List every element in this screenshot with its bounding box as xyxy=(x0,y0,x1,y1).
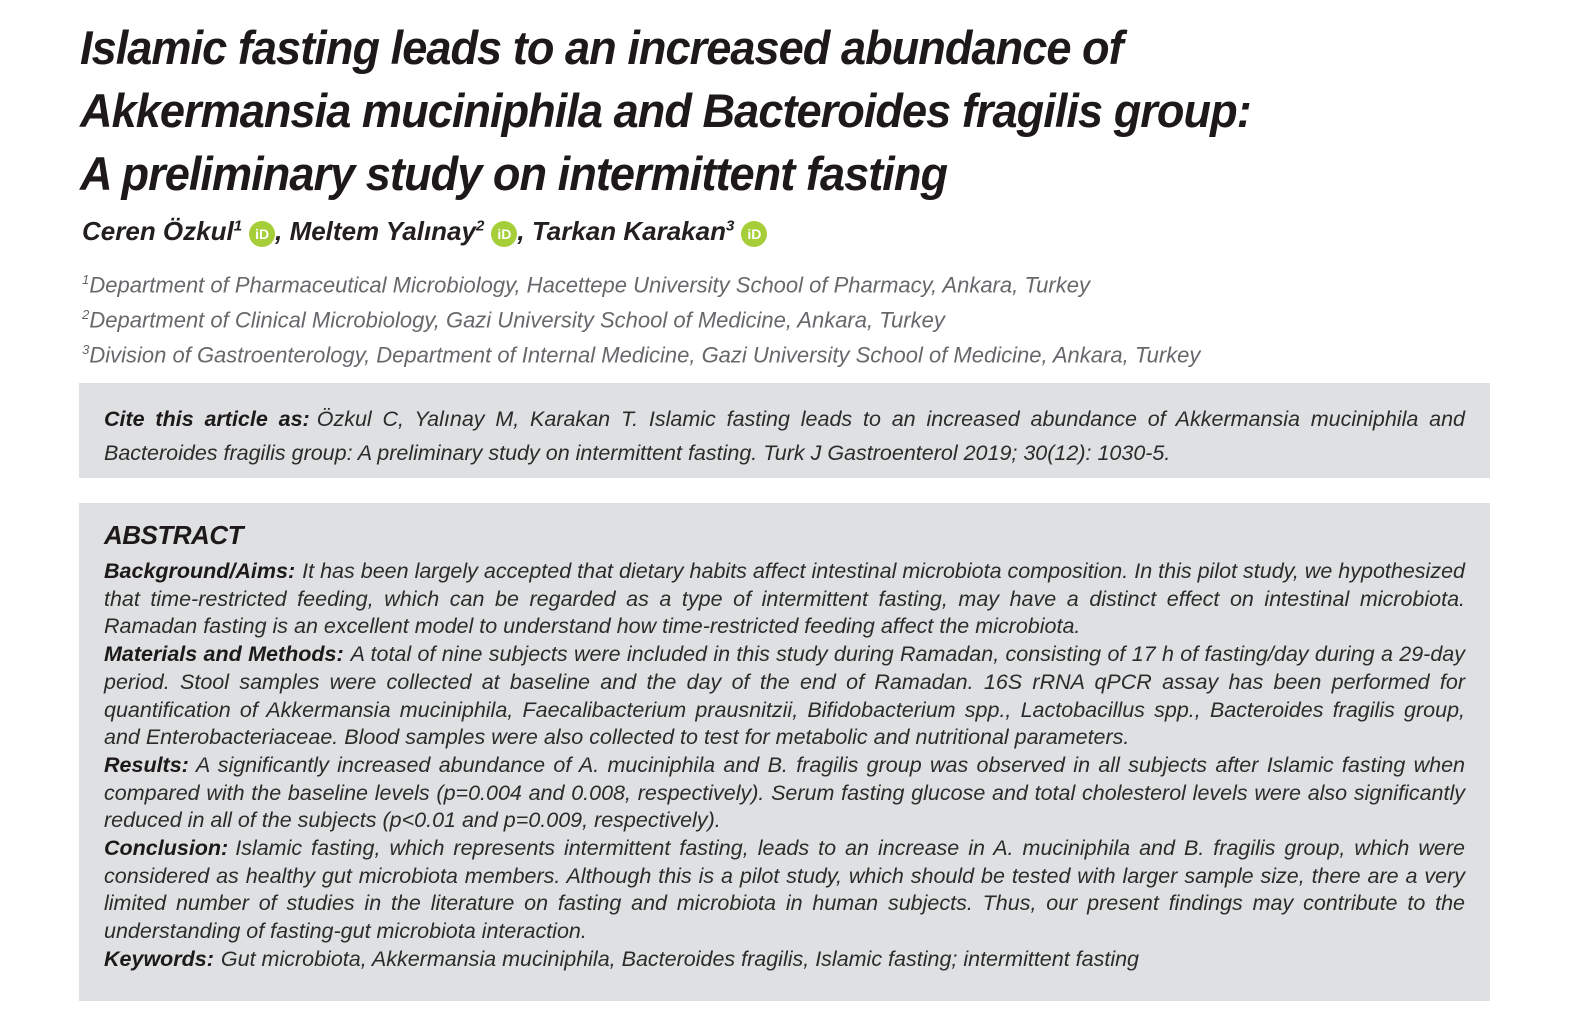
abstract-box: ABSTRACT Background/Aims: It has been lar… xyxy=(79,503,1490,1001)
authors-line: Ceren Özkul1 iD, Meltem Yalınay2 iD, Tarka… xyxy=(82,216,768,247)
section-text: It has been largely accepted that dietar… xyxy=(104,559,1465,639)
orcid-icon[interactable]: iD xyxy=(741,221,768,247)
orcid-icon[interactable]: iD xyxy=(249,221,276,247)
author-separator: , xyxy=(275,216,290,246)
title-line-1: Islamic fasting leads to an increased ab… xyxy=(80,21,1124,74)
affiliation-2: 2Department of Clinical Microbiology, Ga… xyxy=(82,306,945,333)
affiliation-3: 3Division of Gastroenterology, Departmen… xyxy=(82,341,1201,367)
title-line-3: A preliminary study on intermittent fast… xyxy=(80,147,948,200)
section-text: A total of nine subjects were included i… xyxy=(104,642,1465,750)
author-name: Tarkan Karakan3 xyxy=(531,216,735,246)
abstract-heading: ABSTRACT xyxy=(104,520,244,550)
cite-text: Cite this article as: Özkul C, Yalınay M,… xyxy=(104,402,1465,470)
section-text: A significantly increased abundance of A… xyxy=(104,752,1465,833)
affiliation-1: 1Department of Pharmaceutical Microbiolo… xyxy=(82,272,1090,298)
section-label: Materials and Methods: xyxy=(104,642,344,667)
section-text: Islamic fasting, which represents interm… xyxy=(104,836,1465,944)
cite-box: Cite this article as: Özkul C, Yalınay M,… xyxy=(79,383,1490,478)
cite-label: Cite this article as: xyxy=(104,407,310,431)
article-title: Islamic fasting leads to an increased ab… xyxy=(80,16,1482,205)
affiliations-block: 1Department of Pharmaceutical Microbiolo… xyxy=(82,265,1200,369)
section-label: Background/Aims: xyxy=(104,559,296,583)
title-line-2: Akkermansia muciniphila and Bacteroides … xyxy=(80,84,1252,137)
keywords-label: Keywords: xyxy=(104,946,214,971)
keywords-line: Keywords: Gut microbiota, Akkermansia muc… xyxy=(104,946,1465,974)
abstract-section-results: Results: A significantly increased abunda… xyxy=(104,752,1465,835)
keywords-text: Gut microbiota, Akkermansia muciniphila,… xyxy=(220,946,1140,971)
orcid-icon[interactable]: iD xyxy=(491,221,518,247)
author-name: Ceren Özkul1 xyxy=(82,216,243,246)
abstract-section-methods: Materials and Methods: A total of nine su… xyxy=(104,641,1465,752)
section-label: Conclusion: xyxy=(104,836,229,861)
author-affiliation-sup: 3 xyxy=(725,217,735,235)
abstract-section-conclusion: Conclusion: Islamic fasting, which repres… xyxy=(104,835,1465,946)
author-affiliation-sup: 1 xyxy=(233,217,243,235)
cite-body: Özkul C, Yalınay M, Karakan T. Islamic f… xyxy=(104,407,1465,465)
author-separator: , xyxy=(517,216,532,246)
author-name: Meltem Yalınay2 xyxy=(289,216,485,246)
author-affiliation-sup: 2 xyxy=(475,217,485,235)
abstract-section-background: Background/Aims: It has been largely acce… xyxy=(104,558,1465,641)
section-label: Results: xyxy=(104,752,189,777)
